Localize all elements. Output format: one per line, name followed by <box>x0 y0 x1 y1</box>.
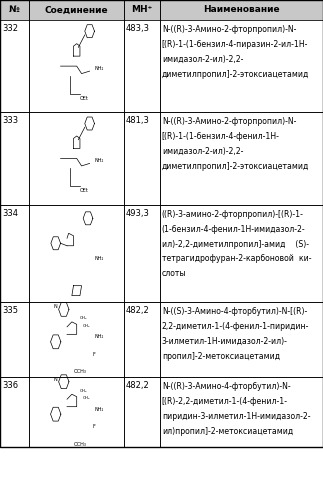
Text: 332: 332 <box>3 24 19 33</box>
Text: 493,3: 493,3 <box>126 209 150 218</box>
Text: 334: 334 <box>3 209 19 218</box>
Bar <box>124 0 160 20</box>
Text: 3-илметил-1Н-имидазол-2-ил)-: 3-илметил-1Н-имидазол-2-ил)- <box>162 337 288 346</box>
Text: 482,2: 482,2 <box>126 306 150 315</box>
Text: имидазол-2-ил)-2,2-: имидазол-2-ил)-2,2- <box>162 55 243 64</box>
Text: CH₃: CH₃ <box>80 316 88 320</box>
Bar <box>124 377 160 447</box>
Text: F: F <box>93 424 96 429</box>
Text: OCH₃: OCH₃ <box>73 442 86 447</box>
Bar <box>124 20 160 112</box>
Text: ил)пропил]-2-метоксиацетамид: ил)пропил]-2-метоксиацетамид <box>162 427 293 436</box>
Text: OEt: OEt <box>80 188 89 194</box>
Text: NH₂: NH₂ <box>94 158 104 164</box>
Bar <box>160 205 323 302</box>
Bar <box>160 377 323 447</box>
Text: CH₃: CH₃ <box>80 389 88 393</box>
Text: N: N <box>53 377 57 382</box>
Text: пропил]-2-метоксиацетамид: пропил]-2-метоксиацетамид <box>162 352 280 361</box>
Text: диметилпропил]-2-этоксиацетамид: диметилпропил]-2-этоксиацетамид <box>162 162 309 171</box>
Text: [(R)-2,2-диметил-1-(4-фенил-1-: [(R)-2,2-диметил-1-(4-фенил-1- <box>162 397 288 406</box>
Text: №: № <box>9 5 20 14</box>
Text: диметилпропил]-2-этоксиацетамид: диметилпропил]-2-этоксиацетамид <box>162 70 309 79</box>
Text: NH₂: NH₂ <box>94 407 104 412</box>
Bar <box>0 377 29 447</box>
Text: [(R)-1-(1-бензил-4-пиразин-2-ил-1Н-: [(R)-1-(1-бензил-4-пиразин-2-ил-1Н- <box>162 40 308 49</box>
Text: ((R)-3-амино-2-фторпропил)-[(R)-1-: ((R)-3-амино-2-фторпропил)-[(R)-1- <box>162 210 304 219</box>
Bar <box>29 205 124 302</box>
Text: 483,3: 483,3 <box>126 24 150 33</box>
Text: MH⁺: MH⁺ <box>131 5 153 14</box>
Text: OCH₃: OCH₃ <box>73 369 86 374</box>
Text: пиридин-3-илметил-1Н-имидазол-2-: пиридин-3-илметил-1Н-имидазол-2- <box>162 412 310 421</box>
Text: NH₂: NH₂ <box>94 334 104 339</box>
Text: N-((S)-3-Амино-4-фторбутил)-N-[(R)-: N-((S)-3-Амино-4-фторбутил)-N-[(R)- <box>162 307 307 316</box>
Text: F: F <box>93 352 96 357</box>
Bar <box>160 302 323 377</box>
Bar <box>160 0 323 20</box>
Text: [(R)-1-(1-бензил-4-фенил-1Н-: [(R)-1-(1-бензил-4-фенил-1Н- <box>162 132 280 141</box>
Text: 482,2: 482,2 <box>126 381 150 390</box>
Bar <box>29 0 124 20</box>
Bar <box>0 112 29 205</box>
Bar <box>0 205 29 302</box>
Bar <box>160 112 323 205</box>
Text: OEt: OEt <box>80 96 89 101</box>
Bar <box>29 302 124 377</box>
Text: 2,2-диметил-1-(4-фенил-1-пиридин-: 2,2-диметил-1-(4-фенил-1-пиридин- <box>162 322 309 331</box>
Text: N-((R)-3-Амино-2-фторпропил)-N-: N-((R)-3-Амино-2-фторпропил)-N- <box>162 117 296 126</box>
Bar <box>29 377 124 447</box>
Bar <box>29 112 124 205</box>
Bar <box>29 20 124 112</box>
Bar <box>124 205 160 302</box>
Bar <box>0 20 29 112</box>
Text: тетрагидрофуран-2-карбоновой  ки-: тетрагидрофуран-2-карбоновой ки- <box>162 254 311 263</box>
Text: CH₃: CH₃ <box>83 324 91 328</box>
Text: 336: 336 <box>3 381 19 390</box>
Text: NH₂: NH₂ <box>94 255 104 261</box>
Bar <box>0 302 29 377</box>
Bar <box>160 20 323 112</box>
Bar <box>124 112 160 205</box>
Text: Наименование: Наименование <box>203 5 280 14</box>
Text: CH₃: CH₃ <box>83 396 91 400</box>
Text: (1-бензил-4-фенил-1Н-имидазол-2-: (1-бензил-4-фенил-1Н-имидазол-2- <box>162 225 306 234</box>
Bar <box>0 0 29 20</box>
Text: ил)-2,2-диметилпропил]-амид    (S)-: ил)-2,2-диметилпропил]-амид (S)- <box>162 240 309 249</box>
Bar <box>124 302 160 377</box>
Text: Соединение: Соединение <box>45 5 109 14</box>
Text: N-((R)-3-Амино-4-фторбутил)-N-: N-((R)-3-Амино-4-фторбутил)-N- <box>162 382 290 391</box>
Text: 335: 335 <box>3 306 19 315</box>
Text: слоты: слоты <box>162 269 186 278</box>
Text: N-((R)-3-Амино-2-фторпропил)-N-: N-((R)-3-Амино-2-фторпропил)-N- <box>162 25 296 34</box>
Text: 333: 333 <box>3 116 19 125</box>
Text: 481,3: 481,3 <box>126 116 150 125</box>
Text: имидазол-2-ил)-2,2-: имидазол-2-ил)-2,2- <box>162 147 243 156</box>
Text: NH₂: NH₂ <box>94 66 104 71</box>
Text: N: N <box>53 304 57 309</box>
Bar <box>0 0 323 447</box>
